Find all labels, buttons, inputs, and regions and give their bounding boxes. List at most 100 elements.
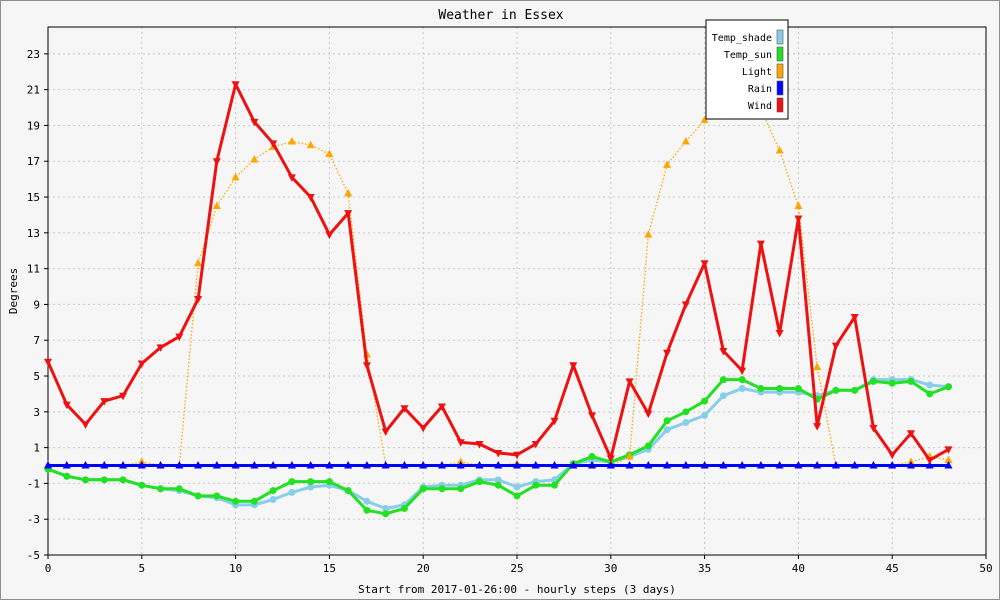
rain-point — [494, 461, 503, 469]
rain-point — [550, 461, 559, 469]
legend-label: Wind — [748, 101, 772, 112]
y-tick-label: 15 — [27, 191, 40, 204]
wind-line — [46, 82, 950, 462]
rain-point — [231, 461, 240, 469]
rain-point — [756, 461, 765, 469]
grid — [48, 27, 986, 556]
light-point — [325, 149, 334, 158]
temp-sun-point — [513, 492, 521, 500]
wind-point — [888, 451, 897, 460]
rain-point — [906, 461, 915, 469]
axis-ticks: 0 5 10 15 20 25 30 35 40 45 50-5-3-113579111315171… — [27, 48, 993, 575]
rain-point — [831, 461, 840, 469]
rain-point — [250, 461, 259, 469]
y-tick-label: 21 — [27, 84, 40, 97]
rain-point — [794, 461, 803, 469]
rain-point — [700, 461, 709, 469]
temp-shade-point — [926, 381, 934, 389]
wind-point — [644, 410, 653, 419]
temp-sun-point — [288, 478, 296, 486]
legend-label: Temp_shade — [712, 33, 772, 44]
temp-sun-point — [701, 397, 709, 405]
wind-point — [944, 446, 953, 454]
wind-point — [231, 81, 240, 89]
y-tick-label: 23 — [27, 48, 40, 61]
rain-point — [456, 461, 465, 469]
temp-sun-point — [738, 376, 746, 384]
rain-point — [400, 461, 409, 469]
light-point — [306, 140, 315, 149]
light-line — [48, 97, 949, 467]
temp-sun-point — [926, 390, 934, 398]
legend-label: Temp_sun — [724, 50, 772, 61]
legend-swatch — [776, 80, 784, 96]
rain-point — [287, 461, 296, 469]
temp-sun-point — [757, 385, 765, 393]
rain-point — [362, 461, 371, 469]
temp-sun-point — [138, 481, 146, 489]
temp-sun-point — [307, 478, 315, 486]
wind-point — [194, 296, 203, 304]
temp-sun-point — [494, 481, 502, 489]
rain-point — [531, 461, 540, 469]
light-point — [250, 154, 259, 163]
rain-point — [156, 461, 165, 469]
x-tick-label: 40 — [792, 562, 805, 575]
temp-sun-point — [250, 497, 258, 505]
temp-sun-point — [344, 487, 352, 495]
temp-sun-point — [157, 485, 165, 493]
temp-sun-point — [644, 442, 652, 450]
wind-point — [906, 430, 915, 438]
wind-point — [344, 210, 353, 218]
light-point — [775, 145, 784, 154]
y-tick-label: -1 — [27, 477, 40, 490]
x-tick-label: 50 — [979, 562, 992, 575]
wind-point — [119, 392, 128, 401]
rain-point — [344, 461, 353, 469]
temp-sun-point — [100, 476, 108, 484]
temp-sun-point — [82, 476, 90, 484]
y-tick-label: 3 — [33, 406, 40, 419]
wind-point — [588, 412, 597, 420]
temp-sun-point — [944, 383, 952, 391]
light-point — [681, 137, 690, 145]
wind-point — [62, 401, 71, 410]
temp-sun-point — [419, 485, 427, 493]
x-tick-label: 20 — [417, 562, 430, 575]
light-point — [700, 115, 709, 124]
wind-point — [306, 194, 315, 202]
temp-shade-point — [663, 426, 671, 434]
temp-sun-point — [363, 506, 371, 514]
light-point — [212, 201, 221, 209]
temp-sun-point — [175, 485, 183, 493]
rain-point — [850, 461, 859, 469]
light-point — [344, 188, 353, 197]
x-axis-label: Start from 2017-01-26:00 - hourly steps … — [358, 583, 676, 596]
light-point — [944, 455, 953, 464]
rain-point — [62, 461, 71, 469]
light-point — [194, 258, 203, 267]
light-point — [287, 137, 296, 145]
wind-point — [569, 362, 578, 370]
rain-point — [212, 461, 221, 469]
x-tick-label: 35 — [698, 562, 711, 575]
temp-shade-point — [307, 483, 315, 491]
wind-point — [475, 441, 484, 449]
rain-point — [306, 461, 315, 469]
legend-box — [705, 19, 789, 120]
temp-shade-point — [288, 488, 296, 496]
temp-sun-point — [63, 472, 71, 480]
wind-point — [44, 358, 52, 367]
temp-sun-point — [663, 417, 671, 425]
temp-sun-point — [588, 453, 596, 461]
x-tick-label: 30 — [604, 562, 617, 575]
x-tick-label: 0 — [45, 562, 52, 575]
wind-point — [850, 313, 859, 322]
rain-point — [269, 461, 278, 469]
wind-point — [719, 347, 728, 356]
x-tick-label: 5 — [138, 562, 145, 575]
temp-sun-point — [119, 476, 127, 484]
temp-sun-point — [325, 478, 333, 486]
temp-shade-point — [701, 411, 709, 419]
